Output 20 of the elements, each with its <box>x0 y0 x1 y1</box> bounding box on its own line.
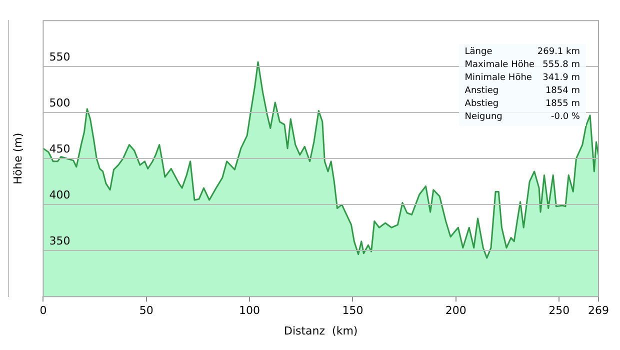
y-tick-label: 350 <box>49 234 70 248</box>
x-tick-label: 269 <box>588 304 609 318</box>
x-tick-label: 250 <box>548 304 570 318</box>
x-tick-label: 200 <box>445 304 466 318</box>
y-tick-label: 550 <box>49 50 70 64</box>
y-tick-label: 400 <box>49 188 70 202</box>
x-tick-label: 150 <box>342 304 364 318</box>
text: Neigung -0.0 % <box>464 112 580 122</box>
x-tick-label: 50 <box>139 304 154 318</box>
y-tick-label: 450 <box>49 142 70 156</box>
annotation: Maximale Höhe 555.8 m <box>464 59 580 72</box>
text: Länge 269.1 km <box>464 47 580 57</box>
x-tick-label: 0 <box>40 304 47 318</box>
annotation: Minimale Höhe 341.9 m <box>464 72 580 85</box>
y-axis-title: Höhe (m) <box>11 132 24 184</box>
x-tick-label: 100 <box>239 304 260 318</box>
y-tick-label: 500 <box>49 96 70 110</box>
text: Abstieg 1855 m <box>464 99 580 109</box>
x-axis-title: Distanz (km) <box>284 324 358 338</box>
text: Anstieg 1854 m <box>464 86 580 96</box>
